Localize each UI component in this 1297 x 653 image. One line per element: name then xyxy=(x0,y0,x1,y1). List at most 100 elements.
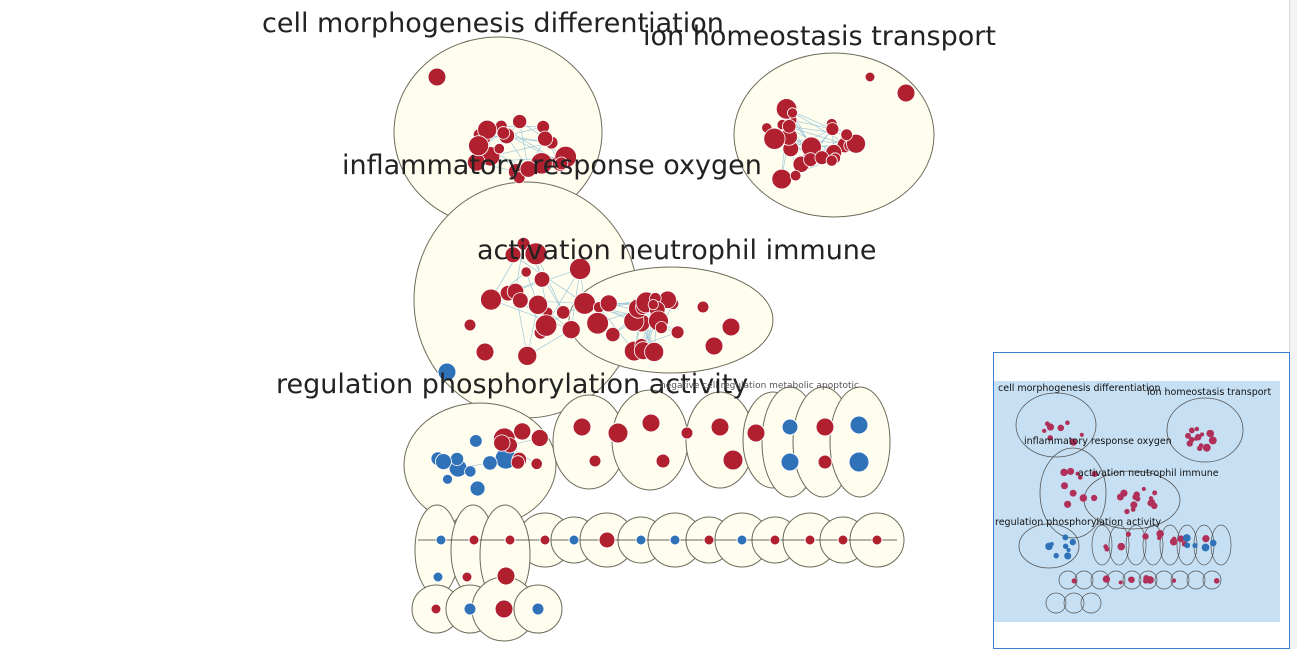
regulation-blue-node[interactable] xyxy=(470,481,485,496)
row-node[interactable] xyxy=(816,418,834,436)
row-node[interactable] xyxy=(782,419,798,435)
row-node[interactable] xyxy=(505,535,515,545)
inflammatory-node[interactable] xyxy=(512,293,528,309)
minimap-node xyxy=(1135,496,1140,501)
activation-node[interactable] xyxy=(648,300,658,310)
row-node[interactable] xyxy=(656,454,670,468)
bottom-node[interactable] xyxy=(431,604,441,614)
ion-homeo-node[interactable] xyxy=(865,72,875,82)
bottom-node[interactable] xyxy=(462,572,472,582)
row-node[interactable] xyxy=(608,423,628,443)
activation-node[interactable] xyxy=(476,343,494,361)
row-node[interactable] xyxy=(838,535,848,545)
row-node[interactable] xyxy=(589,455,601,467)
row-node[interactable] xyxy=(770,535,780,545)
regulation-blue-node[interactable] xyxy=(465,466,476,477)
bottom-node[interactable] xyxy=(464,603,476,615)
ion-homeo-node[interactable] xyxy=(790,170,801,181)
activation-node[interactable] xyxy=(645,342,664,361)
regulation-red-node[interactable] xyxy=(511,456,524,469)
row-node[interactable] xyxy=(850,416,868,434)
cell-morph-node[interactable] xyxy=(497,127,510,140)
minimap-node xyxy=(1142,533,1148,539)
ion-homeo-node[interactable] xyxy=(782,120,796,134)
row-node[interactable] xyxy=(747,424,765,442)
minimap-node xyxy=(1103,575,1110,582)
row-node[interactable] xyxy=(805,535,815,545)
regulation-red-node[interactable] xyxy=(514,423,531,440)
network-overview-minimap[interactable]: cell morphogenesis differentiation ion h… xyxy=(993,352,1290,649)
bottom-node[interactable] xyxy=(497,567,515,585)
cluster-label-activation: activation neutrophil immune xyxy=(477,235,877,266)
activation-node[interactable] xyxy=(600,295,617,312)
cluster-small-6[interactable] xyxy=(830,387,890,497)
ion-homeo-node[interactable] xyxy=(897,84,915,102)
regulation-blue-node[interactable] xyxy=(483,456,497,470)
inflammatory-node[interactable] xyxy=(562,321,580,339)
inflammatory-node[interactable] xyxy=(528,295,547,314)
inflammatory-node[interactable] xyxy=(521,267,531,277)
ion-homeo-node[interactable] xyxy=(772,169,792,189)
regulation-blue-node[interactable] xyxy=(470,435,483,448)
regulation-blue-node[interactable] xyxy=(435,454,451,470)
row-node[interactable] xyxy=(681,427,693,439)
activation-node[interactable] xyxy=(722,318,740,336)
inflammatory-node[interactable] xyxy=(518,346,537,365)
ion-homeo-node[interactable] xyxy=(841,129,853,141)
minimap-node xyxy=(1157,536,1161,540)
row-node[interactable] xyxy=(818,455,832,469)
row-node[interactable] xyxy=(849,452,869,472)
row-node[interactable] xyxy=(569,535,579,545)
ion-homeo-node[interactable] xyxy=(787,108,797,118)
minimap-node xyxy=(1124,509,1129,514)
vertical-scrollbar[interactable] xyxy=(1289,0,1297,649)
minimap-node xyxy=(1131,507,1136,512)
row-node[interactable] xyxy=(636,535,646,545)
inflammatory-node[interactable] xyxy=(574,293,596,315)
minimap-label-regulation: regulation phosphorylation activity xyxy=(995,517,1162,528)
regulation-red-node[interactable] xyxy=(531,429,548,446)
regulation-blue-node[interactable] xyxy=(450,452,463,465)
regulation-red-node[interactable] xyxy=(531,458,542,469)
row-node[interactable] xyxy=(642,414,660,432)
row-node[interactable] xyxy=(711,418,729,436)
regulation-red-node[interactable] xyxy=(494,435,510,451)
activation-node[interactable] xyxy=(606,327,620,341)
row-node[interactable] xyxy=(737,535,747,545)
row-node[interactable] xyxy=(670,535,680,545)
minimap-node xyxy=(1042,429,1046,433)
regulation-blue-node[interactable] xyxy=(443,474,453,484)
cell-morph-node[interactable] xyxy=(513,114,527,128)
row-node[interactable] xyxy=(723,450,743,470)
bottom-node[interactable] xyxy=(532,603,544,615)
ion-homeo-node[interactable] xyxy=(826,123,839,136)
activation-node[interactable] xyxy=(464,319,476,331)
minimap-node xyxy=(1203,444,1211,452)
row-node[interactable] xyxy=(872,535,882,545)
activation-node[interactable] xyxy=(705,337,723,355)
inflammatory-node[interactable] xyxy=(535,315,557,337)
bottom-node[interactable] xyxy=(495,600,513,618)
activation-node[interactable] xyxy=(655,322,667,334)
inflammatory-node[interactable] xyxy=(534,272,550,288)
row-node[interactable] xyxy=(469,535,479,545)
activation-node[interactable] xyxy=(671,326,684,339)
ion-homeo-node[interactable] xyxy=(764,128,785,149)
row-node[interactable] xyxy=(599,532,615,548)
inflammatory-node[interactable] xyxy=(556,306,569,319)
activation-node[interactable] xyxy=(697,301,709,313)
row-node[interactable] xyxy=(540,535,550,545)
minimap-node xyxy=(1142,487,1146,491)
bottom-node[interactable] xyxy=(433,572,443,582)
cell-morph-node[interactable] xyxy=(428,68,446,86)
activation-node[interactable] xyxy=(587,312,609,334)
row-node[interactable] xyxy=(704,535,714,545)
row-node[interactable] xyxy=(436,535,446,545)
ion-homeo-node[interactable] xyxy=(826,155,837,166)
inflammatory-node[interactable] xyxy=(481,289,502,310)
minimap-viewport[interactable] xyxy=(994,381,1280,622)
row-node[interactable] xyxy=(573,418,591,436)
cell-morph-node[interactable] xyxy=(537,131,552,146)
row-node[interactable] xyxy=(781,453,799,471)
minimap-node xyxy=(1195,427,1199,431)
